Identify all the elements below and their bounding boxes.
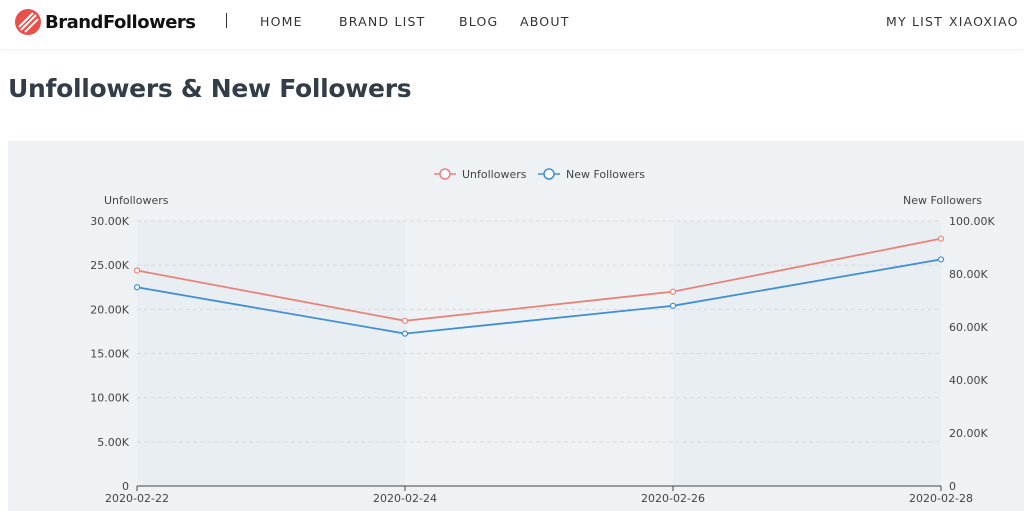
y-left-tick-label: 10.00K [90,392,129,405]
data-point [401,330,409,337]
data-point [401,317,409,324]
y-right-tick-label: 100.00K [949,215,995,228]
legend-label: New Followers [566,168,645,181]
x-tick-label: 2020-02-22 [105,492,169,505]
data-point [133,284,141,291]
y-right-tick-label: 40.00K [949,374,988,387]
y-left-tick-label: 5.00K [97,436,129,449]
y-left-tick-label: 30.00K [90,215,129,228]
legend-marker-icon [543,168,555,180]
legend-marker-icon [439,168,451,180]
legend-label: Unfollowers [462,168,527,181]
x-tick-label: 2020-02-26 [641,492,705,505]
page-title: Unfollowers & New Followers [8,74,412,103]
y-right-tick-label: 0 [949,480,956,493]
y-left-axis-label: Unfollowers [104,194,169,207]
brandfollowers-logo-icon [15,9,41,35]
series-line-1 [136,258,942,335]
nav-about-link[interactable]: ABOUT [520,14,570,29]
nav-brand-list-link[interactable]: BRAND LIST [339,14,426,29]
brand-name: BrandFollowers [45,11,196,33]
y-left-tick-label: 25.00K [90,259,129,272]
nav-blog-link[interactable]: BLOG [459,14,499,29]
y-right-tick-label: 60.00K [949,321,988,334]
nav-my-list-link[interactable]: MY LIST [886,14,944,29]
data-point [937,256,945,263]
brand-logo[interactable]: BrandFollowers [14,7,196,37]
data-point [669,302,677,309]
y-right-tick-label: 20.00K [949,427,988,440]
nav-home-link[interactable]: HOME [260,14,303,29]
data-point [937,235,945,242]
nav-divider [226,13,227,28]
y-right-tick-label: 80.00K [949,268,988,281]
data-point [133,267,141,274]
data-point [669,288,677,295]
x-tick-label: 2020-02-24 [373,492,437,505]
nav-user-link[interactable]: XIAOXIAO [949,14,1019,29]
y-right-axis-label: New Followers [903,194,982,207]
top-navbar: BrandFollowers HOME BRAND LIST BLOG ABOU… [0,0,1024,50]
y-left-tick-label: 20.00K [90,303,129,316]
x-tick-label: 2020-02-28 [909,492,973,505]
y-left-tick-label: 0 [122,480,129,493]
series-line-0 [136,237,942,322]
y-left-tick-label: 15.00K [90,348,129,361]
